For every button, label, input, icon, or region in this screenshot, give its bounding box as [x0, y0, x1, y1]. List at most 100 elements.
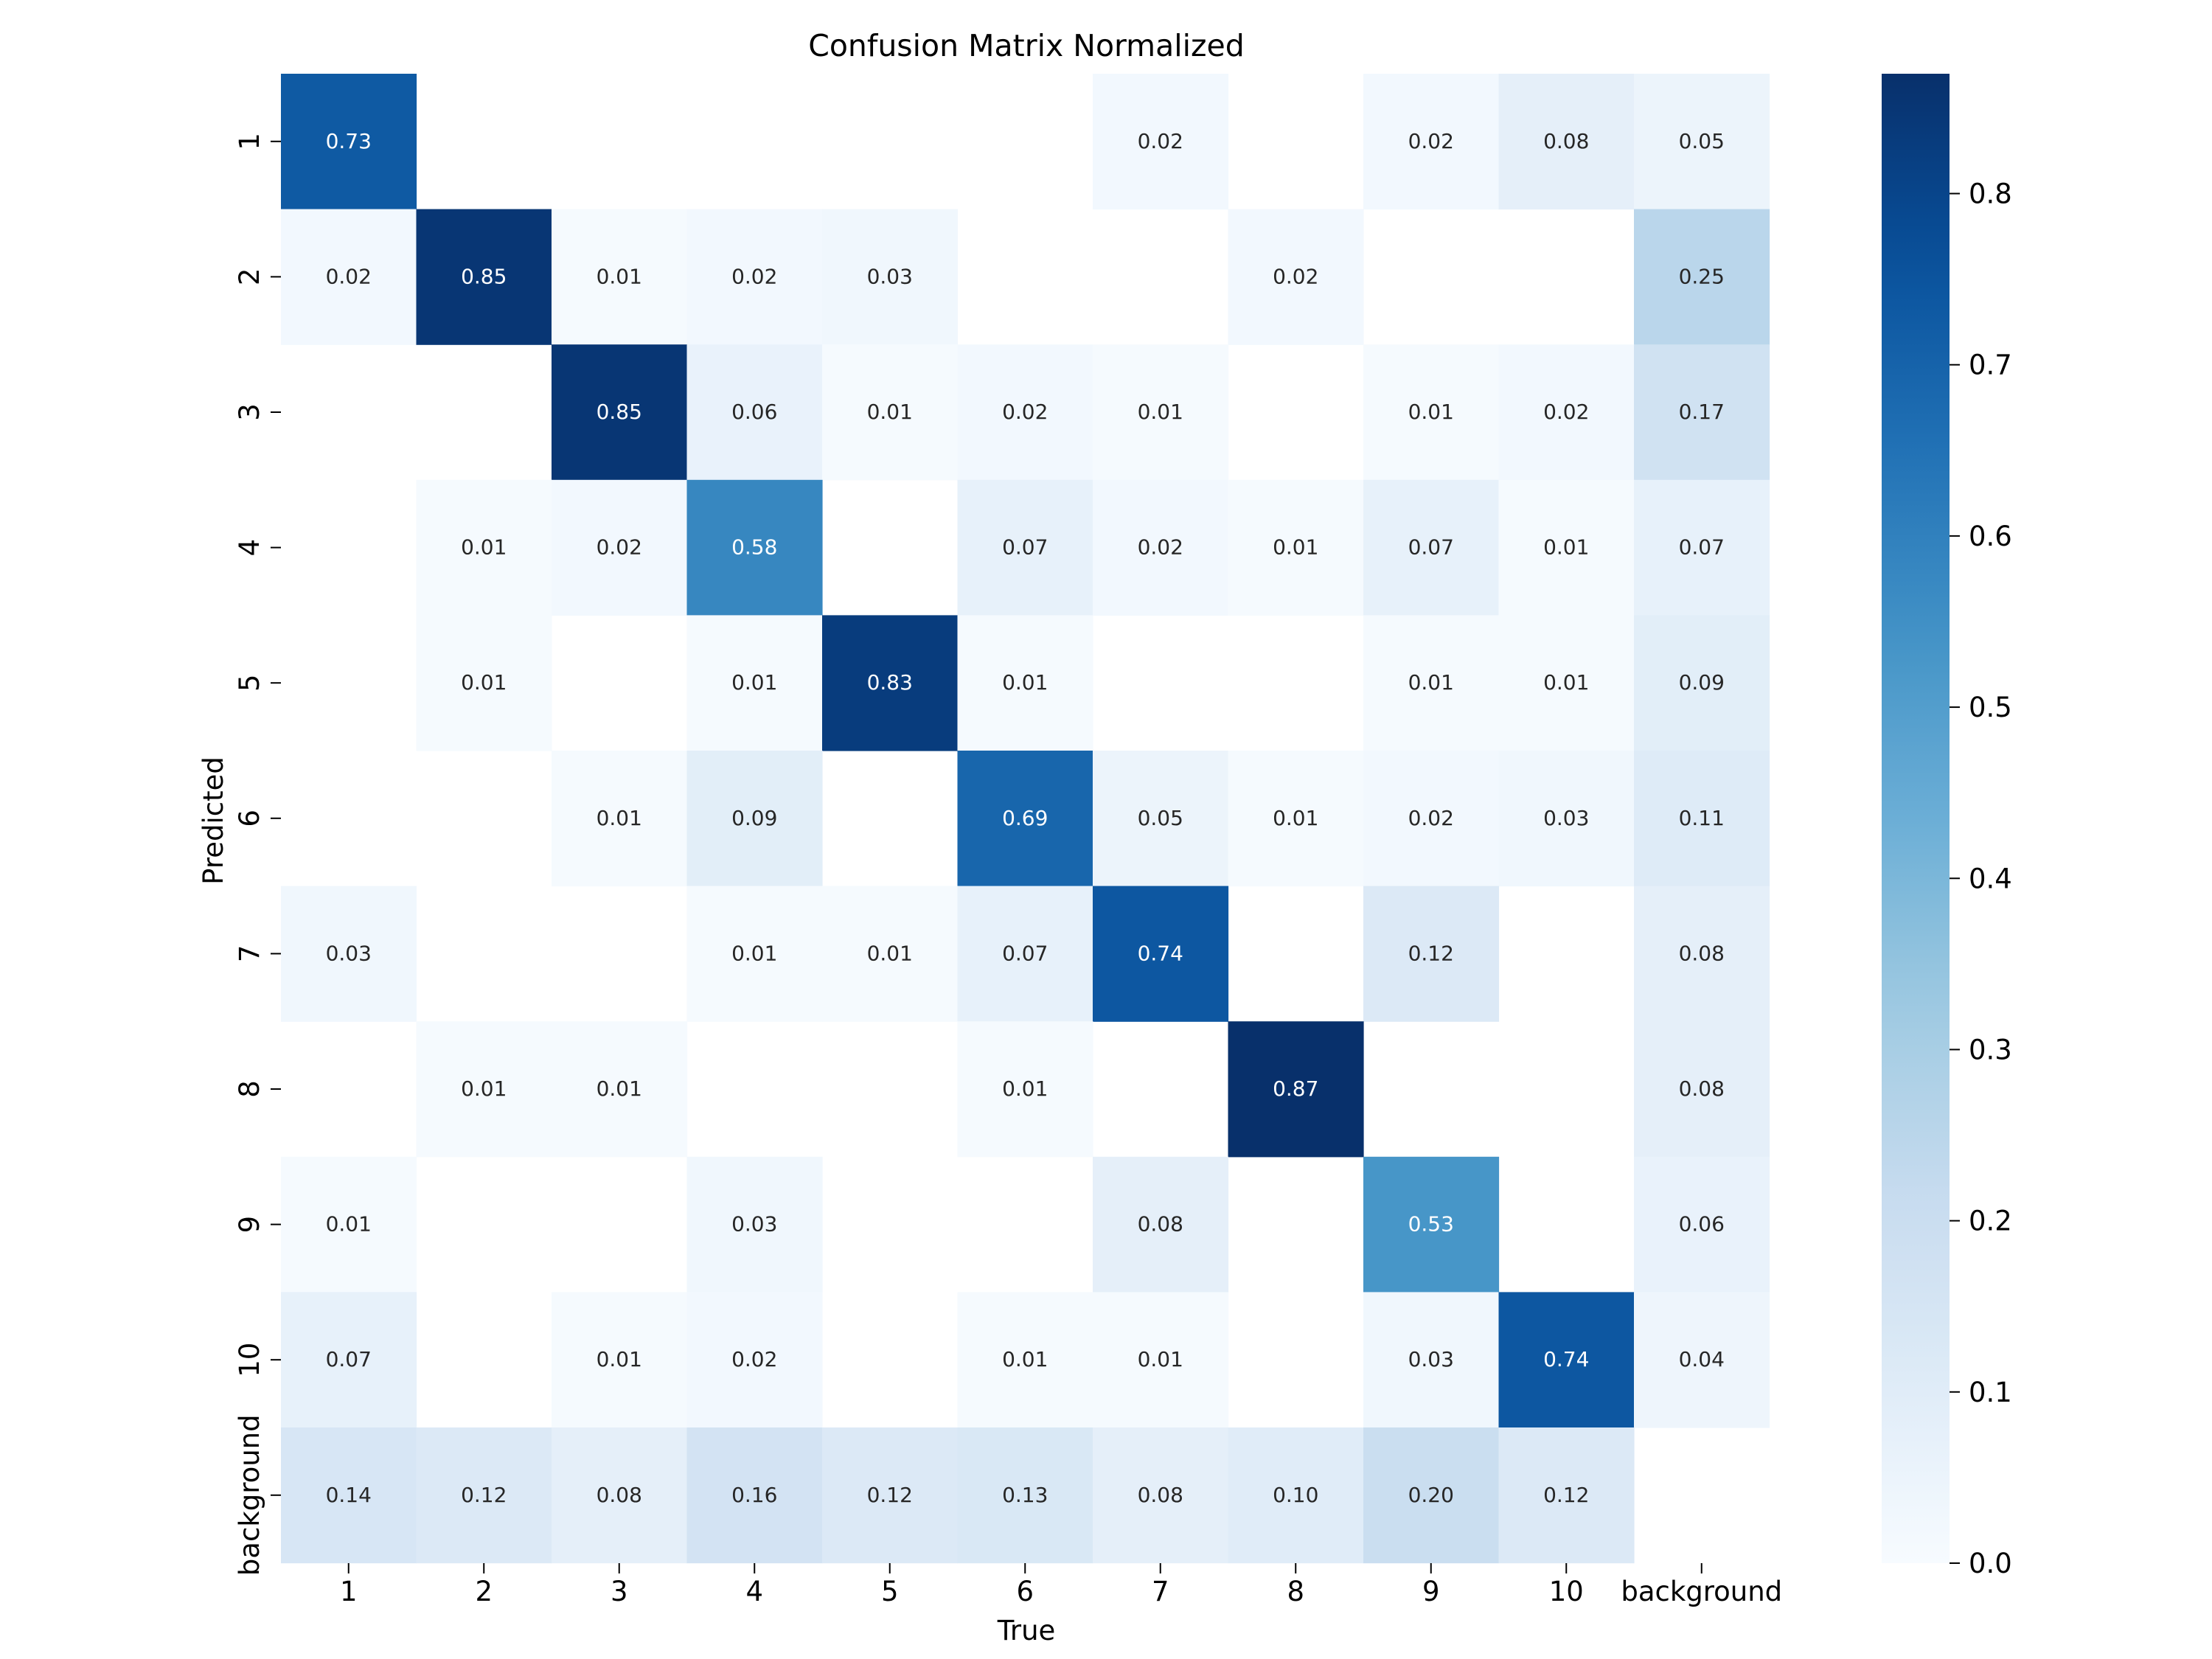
- heatmap-cell-label: 0.09: [731, 806, 777, 830]
- y-tick-label: 2: [234, 268, 265, 286]
- heatmap-cell-label: 0.01: [597, 1347, 642, 1371]
- heatmap-cell-label: 0.02: [731, 264, 777, 288]
- heatmap-cell: [686, 751, 823, 887]
- heatmap-cell: [1634, 1021, 1770, 1158]
- heatmap-cell-label: 0.12: [1543, 1483, 1589, 1507]
- heatmap-cell-label: 0.03: [1543, 806, 1589, 830]
- heatmap-cell-label: 0.02: [1273, 264, 1318, 288]
- heatmap-cell: [1228, 479, 1364, 616]
- heatmap-cell-label: 0.01: [1543, 670, 1589, 695]
- heatmap-cell-label: 0.07: [1002, 941, 1048, 965]
- heatmap-cell: [957, 886, 1093, 1022]
- colorbar-tick-label: 0.3: [1969, 1034, 2012, 1065]
- heatmap-cell-label: 0.14: [326, 1483, 372, 1507]
- heatmap-cell: [1363, 886, 1500, 1022]
- heatmap-cell: [552, 209, 688, 345]
- heatmap-cell-label: 0.53: [1408, 1212, 1454, 1237]
- y-tick-label: 6: [234, 810, 265, 827]
- heatmap-cell: [1363, 1292, 1500, 1428]
- heatmap-cell: [1228, 209, 1364, 345]
- heatmap-cell: [1363, 74, 1500, 210]
- heatmap-cell: [1498, 1427, 1635, 1564]
- heatmap-cell: [281, 1156, 417, 1293]
- y-tick-label: 4: [234, 539, 265, 557]
- heatmap-cell-label: 0.07: [326, 1347, 372, 1371]
- heatmap-cell-label: 0.85: [461, 264, 507, 288]
- colorbar-tick-label: 0.5: [1969, 692, 2012, 723]
- heatmap-cell-label: 0.01: [326, 1212, 372, 1237]
- heatmap-cell: [416, 1427, 552, 1564]
- heatmap-cell-label: 0.10: [1273, 1483, 1318, 1507]
- y-tick-label: 8: [234, 1080, 265, 1098]
- heatmap-cell: [1093, 344, 1229, 481]
- heatmap-cell-label: 0.08: [597, 1483, 642, 1507]
- y-tick-label: 10: [234, 1343, 265, 1377]
- heatmap-cell: [1634, 886, 1770, 1022]
- heatmap-cell-label: 0.12: [1408, 941, 1454, 965]
- heatmap-cell-label: 0.02: [1138, 535, 1183, 560]
- heatmap-cell: [686, 615, 823, 751]
- heatmap-cell: [1228, 1021, 1364, 1158]
- colorbar-tick-label: 0.6: [1969, 521, 2012, 552]
- heatmap-cell-label: 0.05: [1679, 129, 1725, 153]
- colorbar: 0.0 0.1 0.2 0.3 0.4 0.5 0.6 0.7 0.8: [1882, 74, 2012, 1579]
- heatmap-cell: [686, 479, 823, 616]
- heatmap-cell: [1093, 1156, 1229, 1293]
- heatmap-cell-label: 0.03: [867, 264, 913, 288]
- heatmap-cell: [1363, 1427, 1500, 1564]
- heatmap-cell: [416, 209, 552, 345]
- heatmap-cell-label: 0.07: [1408, 535, 1454, 560]
- heatmap-cell: [686, 1427, 823, 1564]
- heatmap-cell: [1093, 74, 1229, 210]
- heatmap-cell-label: 0.02: [1543, 400, 1589, 424]
- heatmap-cell-label: 0.01: [1002, 1347, 1048, 1371]
- heatmap-cell-label: 0.01: [1273, 806, 1318, 830]
- heatmap-cell: [552, 344, 688, 481]
- heatmap-cell: [1093, 886, 1229, 1022]
- heatmap-cell-label: 0.01: [1138, 400, 1183, 424]
- heatmap-cell: [281, 209, 417, 345]
- heatmap-cell: [552, 751, 688, 887]
- heatmap-cell: [1634, 615, 1770, 751]
- heatmap-cell-label: 0.16: [731, 1483, 777, 1507]
- heatmap-cell: [1363, 1156, 1500, 1293]
- heatmap-cell-label: 0.01: [461, 1077, 507, 1101]
- colorbar-tick-label: 0.0: [1969, 1548, 2012, 1579]
- heatmap-cell-label: 0.08: [1138, 1483, 1183, 1507]
- heatmap-cell: [957, 751, 1093, 887]
- heatmap-cell-label: 0.12: [867, 1483, 913, 1507]
- heatmap-cell: [822, 615, 959, 751]
- heatmap-cell: [1498, 74, 1635, 210]
- heatmap-cell-label: 0.08: [1679, 1077, 1725, 1101]
- heatmap-cell-label: 0.01: [731, 941, 777, 965]
- heatmap-cell-label: 0.85: [597, 400, 642, 424]
- heatmap-cell-label: 0.08: [1679, 941, 1725, 965]
- heatmap-cell: [1363, 615, 1500, 751]
- heatmap-cell: [281, 74, 417, 210]
- heatmap-cell-label: 0.25: [1679, 264, 1725, 288]
- y-axis: 1 2 3 4 5 6 7 8 9 10 background: [234, 133, 281, 1576]
- heatmap-cell-label: 0.02: [1408, 129, 1454, 153]
- x-tick-label: 7: [1152, 1576, 1169, 1607]
- x-tick-label: 6: [1016, 1576, 1034, 1607]
- heatmap-cell-label: 0.01: [1273, 535, 1318, 560]
- heatmap-cell: [1363, 479, 1500, 616]
- heatmap-cell: [552, 479, 688, 616]
- heatmap-cell: [957, 1427, 1093, 1564]
- heatmap-cell: [957, 1021, 1093, 1158]
- heatmap-cell-label: 0.02: [597, 535, 642, 560]
- heatmap-cell: [1363, 751, 1500, 887]
- heatmap-cell: [416, 1021, 552, 1158]
- heatmap-cell-label: 0.02: [731, 1347, 777, 1371]
- heatmap-cell-labels: 0.73 0.02 0.02 0.08 0.05 0.02 0.85 0.01 0.02 0.03…: [326, 129, 1725, 1507]
- heatmap-cell-label: 0.01: [597, 264, 642, 288]
- heatmap-cell-label: 0.08: [1543, 129, 1589, 153]
- heatmap-cell: [686, 1292, 823, 1428]
- heatmap-cell: [957, 615, 1093, 751]
- heatmap-cell: [1093, 479, 1229, 616]
- x-tick-label: 9: [1422, 1576, 1440, 1607]
- x-tick-label: 4: [745, 1576, 763, 1607]
- heatmap-cell-label: 0.20: [1408, 1483, 1454, 1507]
- y-tick-label: 7: [234, 945, 265, 963]
